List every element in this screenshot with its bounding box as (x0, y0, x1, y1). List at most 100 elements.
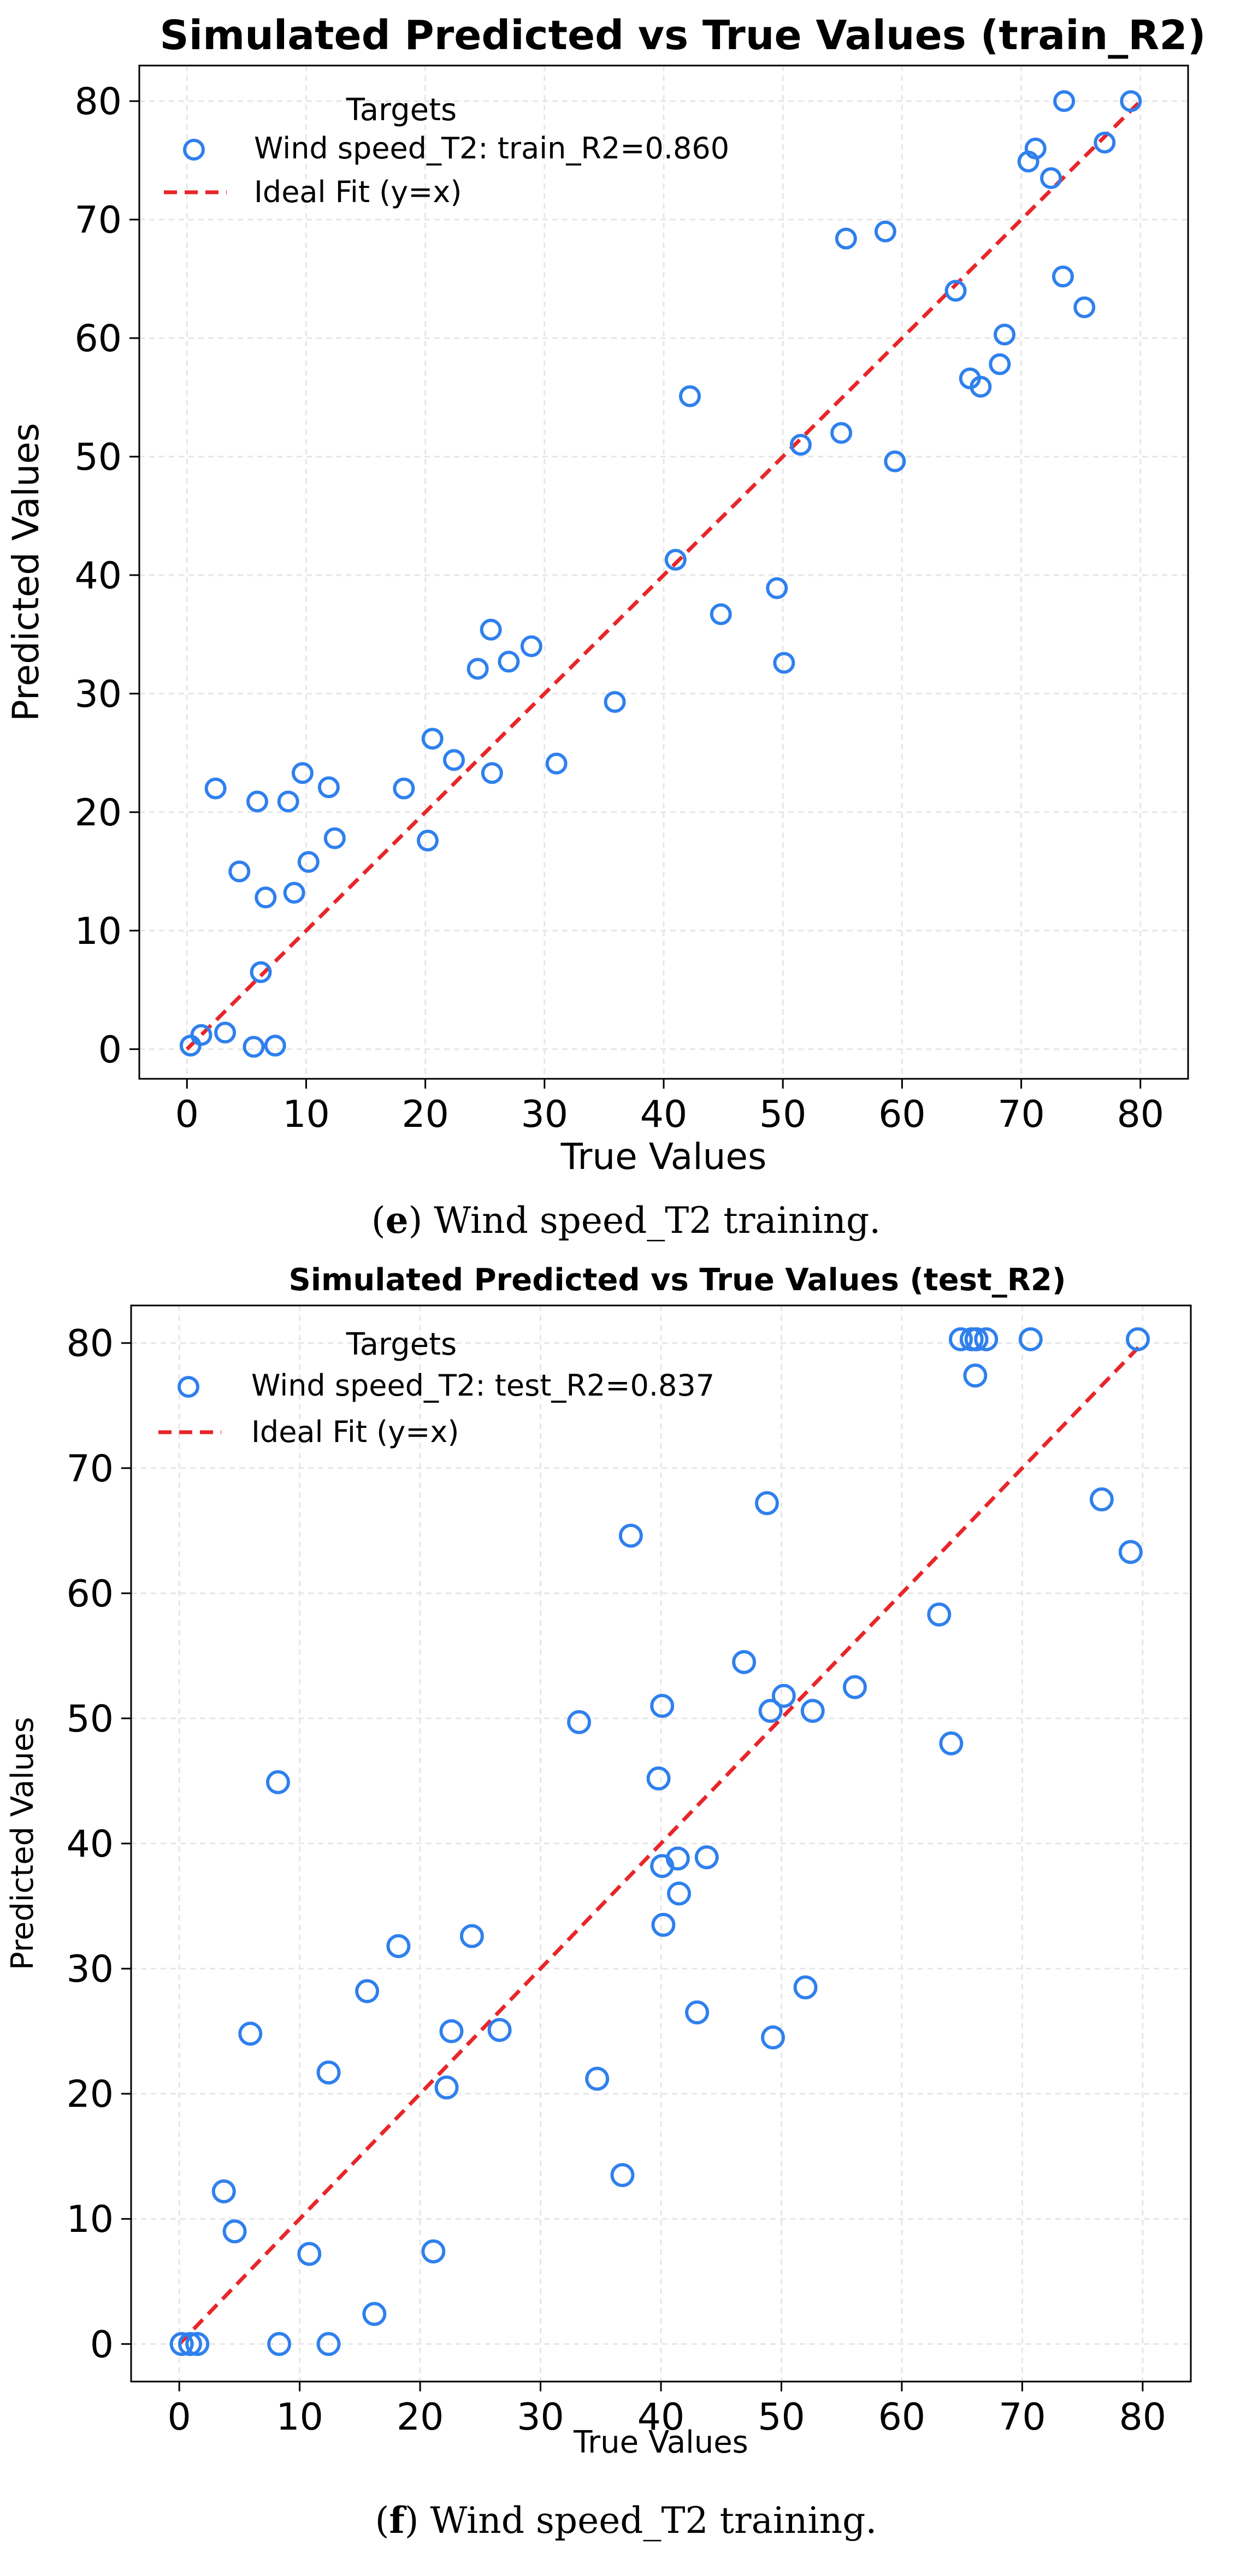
test-data-point-20 (585, 2066, 610, 2091)
train-data-point-14 (317, 776, 340, 799)
train-x-tick-label-70: 70 (997, 1093, 1045, 1136)
test-y-tick-label-10: 10 (66, 2198, 114, 2241)
test-data-point-36 (793, 1975, 818, 2000)
test-data-point-45 (974, 1327, 999, 1351)
test-y-tick-label-0: 0 (90, 2323, 114, 2366)
test-data-point-17 (459, 1924, 484, 1948)
train-x-axis-label: True Values (560, 1136, 767, 1178)
test-data-point-34 (761, 2025, 786, 2050)
train-data-point-39 (970, 375, 992, 398)
train-data-point-18 (421, 728, 444, 750)
train-data-point-29 (710, 603, 732, 625)
train-data-point-34 (835, 227, 857, 250)
train-x-tick-label-40: 40 (640, 1093, 688, 1136)
train-data-point-40 (989, 353, 1011, 375)
test-data-point-30 (694, 1845, 719, 1870)
test-x-tick-label-40: 40 (637, 2396, 685, 2439)
train-data-point-49 (1120, 90, 1142, 113)
train-data-point-23 (498, 651, 520, 673)
train-legend-fit-label: Ideal Fit (y=x) (254, 175, 462, 209)
test-data-point-41 (948, 1327, 973, 1351)
test-data-point-47 (1089, 1487, 1114, 1512)
test-data-point-1 (178, 2332, 203, 2356)
test-data-point-37 (800, 1699, 825, 1723)
train-data-point-27 (664, 548, 687, 571)
test-x-tick-label-60: 60 (878, 2396, 926, 2439)
test-x-tick-label-20: 20 (397, 2396, 444, 2439)
test-data-point-18 (487, 2018, 512, 2042)
test-data-point-44 (964, 1327, 989, 1351)
test-data-point-26 (651, 1912, 676, 1937)
caption-f-text: Wind speed_T2 training. (418, 2500, 877, 2542)
test-data-point-31 (732, 1650, 757, 1674)
train-data-point-32 (789, 434, 812, 456)
train-data-point-20 (466, 658, 489, 680)
train-data-point-25 (545, 752, 568, 775)
train-data-point-47 (1073, 296, 1096, 318)
train-data-point-24 (520, 635, 542, 658)
test-data-point-27 (665, 1846, 690, 1871)
test-legend-fit-label: Ideal Fit (y=x) (251, 1415, 459, 1449)
test-data-point-14 (421, 2239, 446, 2264)
train-y-tick-label-80: 80 (74, 80, 122, 123)
train-data-point-31 (773, 652, 795, 674)
train-data-point-3 (204, 777, 227, 800)
caption-f: (f) Wind speed_T2 training. (375, 2499, 877, 2542)
train-scatter-chart: 0 10 20 30 40 50 60 70 80 0 10 20 30 40 50 60 70 80 Simula… (5, 12, 1206, 1178)
test-data-point-9 (316, 2060, 341, 2085)
train-x-tick-label-80: 80 (1117, 1093, 1164, 1136)
train-data-point-9 (264, 1035, 286, 1057)
test-x-tick-label-0: 0 (168, 2396, 191, 2439)
test-y-tick-label-50: 50 (66, 1698, 114, 1741)
train-data-point-45 (1053, 90, 1076, 113)
train-data-point-26 (604, 691, 626, 713)
test-x-tick-label-70: 70 (999, 2396, 1046, 2439)
test-x-axis-label: True Values (573, 2425, 748, 2460)
test-data-point-15 (434, 2075, 459, 2100)
train-legend-title: Targets (346, 92, 457, 128)
train-x-tick-label-20: 20 (401, 1093, 449, 1136)
train-data-point-15 (323, 827, 346, 849)
test-data-point-38 (842, 1675, 867, 1699)
train-y-tick-label-30: 30 (74, 673, 122, 716)
train-data-point-43 (1024, 137, 1047, 159)
test-data-point-7 (267, 2332, 292, 2356)
train-y-tick-label-0: 0 (98, 1029, 122, 1072)
train-data-point-6 (246, 790, 268, 813)
train-data-point-33 (830, 422, 853, 444)
test-data-point-21 (610, 2163, 635, 2188)
train-data-point-2 (214, 1021, 237, 1044)
train-data-point-1 (190, 1024, 212, 1046)
train-data-point-5 (243, 1036, 265, 1058)
caption-e-letter: e (385, 1199, 409, 1242)
train-data-point-35 (874, 220, 896, 243)
test-data-point-19 (567, 1710, 592, 1734)
train-data-point-4 (228, 860, 251, 883)
test-data-point-46 (1018, 1327, 1043, 1351)
test-data-point-23 (646, 1766, 671, 1791)
test-y-tick-label-40: 40 (66, 1823, 114, 1866)
test-data-point-29 (685, 2000, 710, 2025)
train-x-tick-label-50: 50 (759, 1093, 807, 1136)
test-data-point-0 (169, 2332, 194, 2356)
train-data-point-41 (994, 323, 1015, 346)
test-data-point-5 (238, 2022, 263, 2046)
test-y-axis-label: Predicted Values (5, 1717, 40, 1970)
train-data-point-28 (679, 385, 701, 407)
train-data-point-11 (283, 882, 305, 904)
test-data-point-3 (211, 2179, 236, 2203)
test-data-point-33 (758, 1699, 783, 1723)
train-data-point-13 (297, 850, 320, 873)
train-y-tick-label-60: 60 (74, 317, 122, 361)
train-data-point-19 (443, 749, 465, 771)
train-y-axis-label: Predicted Values (5, 423, 47, 721)
test-data-point-6 (265, 1770, 290, 1794)
test-data-point-12 (362, 2302, 387, 2326)
train-data-point-16 (393, 777, 415, 800)
test-ideal-fit-line (178, 1342, 1144, 2345)
train-y-tick-label-70: 70 (74, 199, 122, 242)
test-data-point-48 (1118, 1540, 1143, 1564)
train-data-point-30 (766, 577, 788, 599)
test-data-point-35 (771, 1683, 796, 1708)
